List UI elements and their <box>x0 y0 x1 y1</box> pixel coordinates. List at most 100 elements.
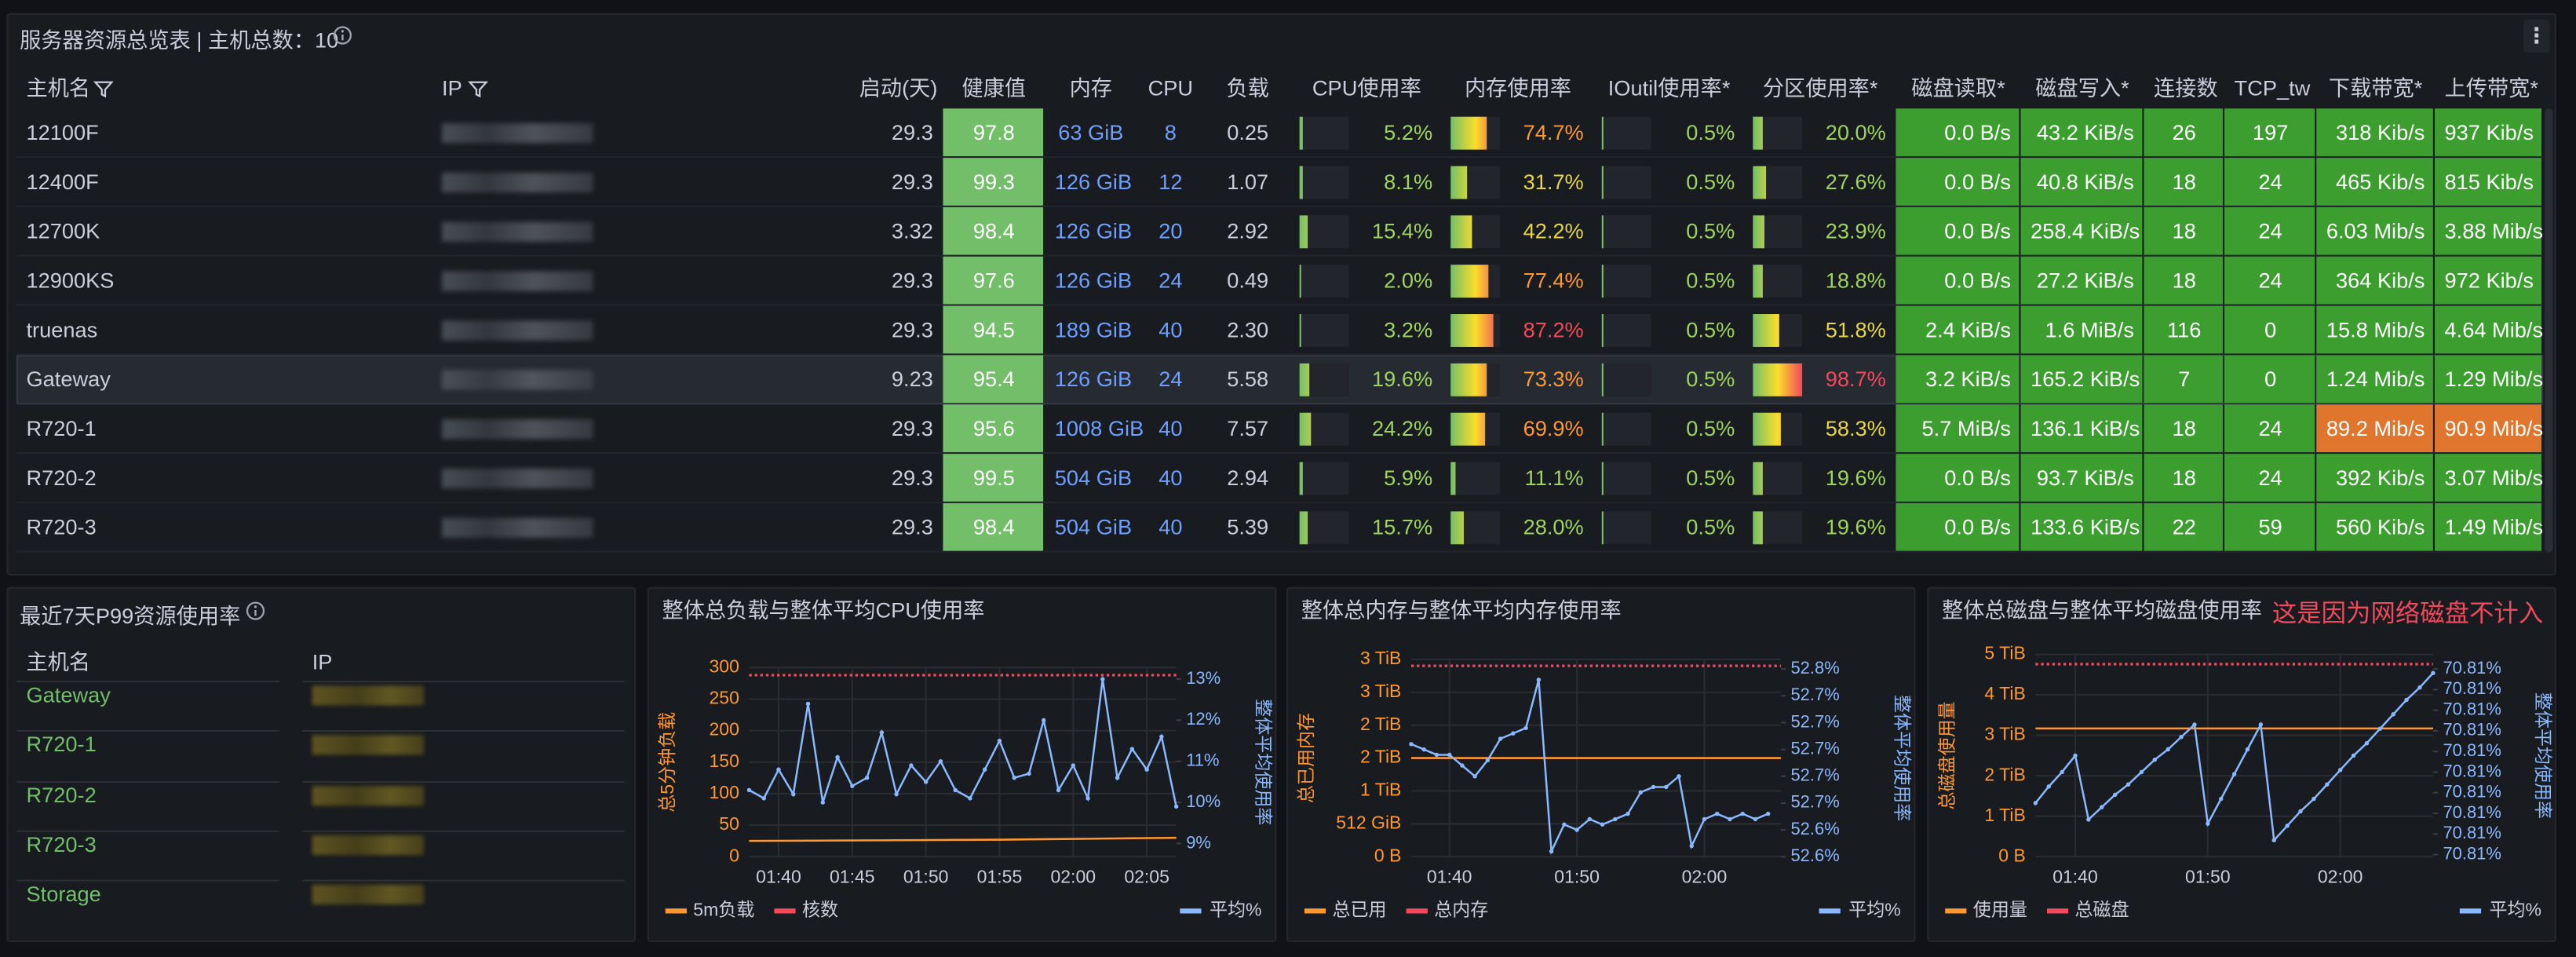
table-cell: 1.07 <box>1227 169 1269 195</box>
gauge-fill <box>1601 116 1604 150</box>
row-separator <box>302 879 625 882</box>
y2-tick-label: 70.81% <box>2443 802 2501 822</box>
table-cell: 258.4 KiB/s <box>2031 218 2140 243</box>
y2-tick-label: 70.81% <box>2443 761 2501 780</box>
chart-panel: 整体总负载与整体平均CPU使用率 0 50 100 150 200 250 300 9% 10% 1… <box>647 586 1277 943</box>
host-name: Gateway <box>26 682 111 707</box>
y2-tick-label: 52.7% <box>1790 738 1839 758</box>
table-cell: 22 <box>2172 514 2196 539</box>
cell-background <box>1896 108 2020 156</box>
table-cell: 0.0 B/s <box>1944 169 2011 195</box>
table-cell: 29.3 <box>891 119 933 145</box>
table-cell: 90.9 Mib/s <box>2444 415 2544 441</box>
cell-background <box>2020 206 2143 255</box>
y-tick-label: 3 TiB <box>1984 724 2025 744</box>
y-tick-label: 2 TiB <box>1360 714 1401 734</box>
table-cell: 20.0% <box>1825 119 1886 145</box>
table-cell: 11.1% <box>1524 465 1584 491</box>
y-tick-label: 3 TiB <box>1360 681 1401 701</box>
gauge-fill <box>1299 166 1304 199</box>
row-separator <box>302 830 625 832</box>
cell-background <box>2316 256 2433 305</box>
funnel <box>468 81 488 98</box>
ip-blurred <box>312 685 425 706</box>
ip-blurred <box>442 419 593 440</box>
cell-background <box>2434 502 2542 551</box>
table-cell: 0 <box>2264 367 2277 392</box>
legend-label: 核数 <box>802 899 838 919</box>
p99-panel <box>6 586 637 943</box>
table-cell: 69.9% <box>1523 415 1584 441</box>
table-cell: 29.3 <box>891 465 933 491</box>
row-separator <box>16 451 2544 455</box>
y-axis-label: 总5分钟负载 <box>657 712 677 813</box>
table-cell: 7.57 <box>1227 415 1269 441</box>
y2-tick-label: 52.7% <box>1790 685 1839 704</box>
y2-tick-label: 52.7% <box>1790 765 1839 785</box>
info-icon[interactable] <box>332 24 353 46</box>
table-cell: 3.88 Mib/s <box>2444 218 2544 243</box>
column-header: 主机名 <box>26 649 91 674</box>
cell-background <box>2224 108 2315 156</box>
gauge-fill <box>1753 116 1763 150</box>
legend-label: 使用量 <box>1973 899 2027 919</box>
column-header: IP <box>312 649 333 674</box>
cell-background <box>2020 108 2143 156</box>
filter-icon[interactable] <box>93 79 114 99</box>
chart-panel: 整体总内存与整体平均内存使用率 0 B 512 GiB 1 TiB 2 TiB 2 TiB… <box>1286 586 1916 943</box>
row-separator <box>16 681 279 683</box>
legend-label: 总已用 <box>1333 899 1387 919</box>
cell-background <box>2224 454 2315 502</box>
gauge-fill <box>1753 511 1763 545</box>
cell-background <box>2316 305 2433 354</box>
series-line <box>746 677 1179 809</box>
gauge-fill <box>1601 314 1604 347</box>
ip-blurred <box>442 370 593 390</box>
gauge-fill <box>1601 166 1604 199</box>
table-cell: 28.0% <box>1523 514 1584 539</box>
table-cell: 87.2% <box>1523 317 1584 342</box>
table-cell: 97.6 <box>972 268 1015 293</box>
gauge-track <box>1299 116 1349 150</box>
y2-tick-label: 10% <box>1186 791 1220 811</box>
cell-background <box>943 355 1044 404</box>
table-cell: 77.4% <box>1523 268 1584 293</box>
gauge-fill <box>1753 314 1779 347</box>
table-cell: 24.2% <box>1372 415 1433 441</box>
table-cell: 18 <box>2172 465 2196 491</box>
row-separator <box>16 730 279 732</box>
cell-background <box>2316 355 2433 404</box>
ip-blurred <box>442 221 593 242</box>
table-cell: 20 <box>1158 218 1183 243</box>
y2-tick-label: 52.8% <box>1790 658 1839 678</box>
table-cell: 27.2 KiB/s <box>2036 268 2134 293</box>
table-cell: 24 <box>2258 169 2282 195</box>
gauge-fill <box>1601 462 1604 495</box>
x-tick-label: 02:05 <box>1124 867 1169 887</box>
cell-background <box>1896 502 2020 551</box>
table-cell: 126 GiB <box>1054 367 1133 392</box>
table-cell: 2.0% <box>1384 268 1433 293</box>
table-cell: 12400F <box>26 169 99 195</box>
cell-background <box>2144 454 2223 502</box>
cell-background <box>2316 206 2433 255</box>
table-cell: 29.3 <box>891 514 933 539</box>
gauge-fill <box>1601 215 1604 249</box>
table-cell: 74.7% <box>1523 119 1584 145</box>
table-cell: 18 <box>2172 169 2196 195</box>
gauge-track <box>1601 166 1651 199</box>
gauge-fill <box>1450 462 1457 495</box>
row-separator <box>16 501 2544 503</box>
info-icon[interactable] <box>245 600 266 621</box>
gauge-fill <box>1601 511 1604 545</box>
table-cell: 94.5 <box>972 317 1015 342</box>
menu-button[interactable]: ⋮ <box>2523 20 2550 53</box>
row-separator <box>16 879 279 882</box>
table-cell: 29.3 <box>891 169 933 195</box>
filter-icon[interactable] <box>468 79 488 99</box>
x-tick-label: 02:00 <box>1051 867 1096 887</box>
table-cell: 0.0 B/s <box>1944 218 2011 243</box>
x-tick-label: 01:50 <box>2185 867 2231 887</box>
y2-tick-label: 70.81% <box>2443 740 2501 760</box>
